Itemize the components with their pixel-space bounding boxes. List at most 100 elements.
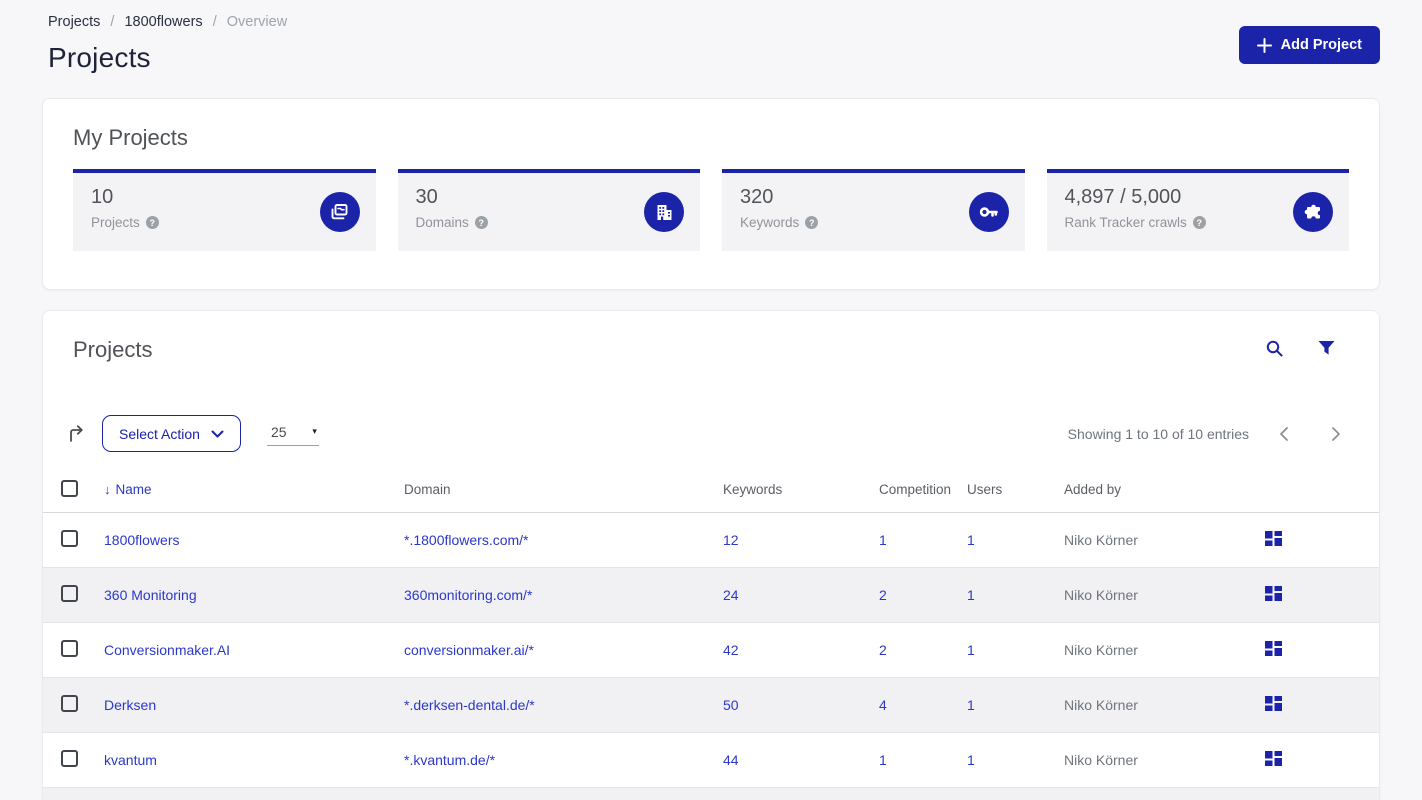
column-header-added-by[interactable]: Added by (1064, 468, 1263, 513)
help-icon[interactable]: ? (1192, 216, 1206, 229)
project-name-link[interactable]: 360 Monitoring (104, 586, 197, 603)
project-keywords-link[interactable]: 24 (723, 586, 739, 603)
chevron-down-icon (211, 430, 224, 438)
table-row: Derksen *.derksen-dental.de/* 50 4 1 Nik… (43, 677, 1379, 733)
projects-table-card: Projects (42, 310, 1380, 800)
row-checkbox[interactable] (61, 639, 78, 657)
breadcrumb-separator: / (212, 14, 217, 30)
breadcrumb-separator: / (110, 14, 115, 30)
column-header-competition[interactable]: Competition (879, 468, 967, 513)
my-projects-title: My Projects (73, 125, 188, 150)
project-users-link[interactable]: 1 (967, 696, 975, 713)
add-project-button[interactable]: Add Project (1238, 26, 1380, 64)
added-by-text: Niko Körner (1064, 567, 1263, 623)
help-icon[interactable]: ? (805, 216, 819, 229)
page-title: Projects (48, 42, 151, 73)
project-users-link[interactable]: 1 (967, 531, 975, 548)
column-header-name[interactable]: ↓ Name (104, 468, 404, 513)
breadcrumb: Projects / 1800flowers / Overview (42, 14, 1380, 30)
project-name-link[interactable]: 1800flowers (104, 531, 180, 548)
building-icon (644, 192, 684, 232)
stat-label: Keywords (740, 215, 800, 230)
dashboard-icon[interactable] (1263, 529, 1284, 550)
page-size-select[interactable]: 25 ▾ (266, 422, 319, 446)
help-icon[interactable]: ? (474, 216, 488, 229)
column-header-domain[interactable]: Domain (404, 468, 723, 513)
project-keywords-link[interactable]: 12 (723, 531, 739, 548)
table-header-row: ↓ Name Domain Keywords Competition Users … (43, 468, 1379, 513)
project-competition-link[interactable]: 2 (879, 641, 887, 658)
project-competition-link[interactable]: 1 (879, 751, 887, 768)
project-name-link[interactable]: kvantum (104, 751, 157, 768)
sort-descending-icon: ↓ (104, 482, 111, 498)
project-competition-link[interactable]: 1 (879, 531, 887, 548)
project-domain-link[interactable]: *.1800flowers.com/* (404, 531, 529, 548)
dashboard-icon[interactable] (1263, 639, 1284, 660)
table-row: 360 Monitoring 360monitoring.com/* 24 2 … (43, 567, 1379, 623)
breadcrumb-overview: Overview (226, 14, 288, 30)
breadcrumb-1800flowers[interactable]: 1800flowers (124, 14, 203, 30)
add-project-label: Add Project (1280, 37, 1362, 53)
row-checkbox[interactable] (61, 749, 78, 767)
search-icon[interactable] (1263, 337, 1286, 363)
showing-entries-text: Showing 1 to 10 of 10 entries (1067, 425, 1249, 442)
dashboard-icon[interactable] (1263, 694, 1284, 715)
project-keywords-link[interactable]: 44 (723, 751, 739, 768)
my-projects-card: My Projects 10 Projects ? 30 (42, 98, 1380, 290)
project-users-link[interactable]: 1 (967, 586, 975, 603)
project-domain-link[interactable]: conversionmaker.ai/* (404, 641, 534, 658)
project-competition-link[interactable]: 4 (879, 696, 887, 713)
projects-panel-title: Projects (73, 337, 153, 362)
project-name-link[interactable]: Conversionmaker.AI (104, 641, 231, 658)
table-row: kvantum *.kvantum.de/* 44 1 1 Niko Körne… (43, 732, 1379, 788)
stat-tile-domains: 30 Domains ? (397, 169, 700, 251)
project-users-link[interactable]: 1 (967, 641, 975, 658)
stat-tile-crawls: 4,897 / 5,000 Rank Tracker crawls ? (1046, 169, 1349, 251)
project-domain-link[interactable]: *.derksen-dental.de/* (404, 696, 535, 713)
project-domain-link[interactable]: 360monitoring.com/* (404, 586, 533, 603)
project-users-link[interactable]: 1 (967, 751, 975, 768)
added-by-text: Niko Körner (1064, 732, 1263, 788)
column-header-keywords[interactable]: Keywords (723, 468, 879, 513)
stat-tile-keywords: 320 Keywords ? (722, 169, 1025, 251)
select-all-checkbox[interactable] (61, 479, 78, 497)
row-checkbox[interactable] (61, 694, 78, 712)
dashboard-icon[interactable] (1263, 749, 1284, 770)
stat-label: Projects (91, 215, 140, 230)
project-name-link[interactable]: Derksen (104, 696, 157, 713)
row-checkbox[interactable] (61, 584, 78, 602)
row-checkbox[interactable] (61, 529, 78, 547)
added-by-text: Niko Körner (1064, 512, 1263, 568)
table-row: Conversionmaker.AI conversionmaker.ai/* … (43, 622, 1379, 678)
table-row-partial (43, 787, 1379, 800)
project-keywords-link[interactable]: 50 (723, 696, 739, 713)
dashboard-icon[interactable] (1263, 584, 1284, 605)
added-by-text: Niko Körner (1064, 677, 1263, 733)
select-action-dropdown[interactable]: Select Action (102, 415, 241, 452)
page-size-value: 25 (270, 423, 287, 440)
column-header-users[interactable]: Users (967, 468, 1064, 513)
project-domain-link[interactable]: *.kvantum.de/* (404, 751, 496, 768)
table-toolbar: Select Action 25 ▾ Showing 1 to 10 of 10… (43, 415, 1379, 452)
select-action-label: Select Action (119, 425, 200, 442)
breadcrumb-projects[interactable]: Projects (48, 14, 101, 30)
stat-value: 30 (415, 186, 438, 208)
page-header: Projects / 1800flowers / Overview Projec… (42, 0, 1380, 74)
project-keywords-link[interactable]: 42 (723, 641, 739, 658)
key-icon (968, 192, 1009, 232)
stat-value: 10 (91, 186, 114, 208)
chevron-right-icon[interactable] (1327, 422, 1345, 446)
stat-tile-projects: 10 Projects ? (73, 169, 376, 251)
project-competition-link[interactable]: 2 (879, 586, 887, 603)
chevron-left-icon[interactable] (1275, 422, 1293, 446)
help-icon[interactable]: ? (145, 216, 159, 229)
stat-value: 320 (740, 186, 774, 208)
export-icon[interactable] (65, 422, 88, 445)
table-row: 1800flowers *.1800flowers.com/* 12 1 1 N… (43, 512, 1379, 568)
filter-icon[interactable] (1316, 339, 1337, 362)
select-caret-icon: ▾ (312, 426, 317, 436)
stat-label: Domains (415, 215, 469, 230)
stat-value: 4,897 / 5,000 (1064, 186, 1182, 208)
projects-table: ↓ Name Domain Keywords Competition Users … (43, 468, 1379, 800)
